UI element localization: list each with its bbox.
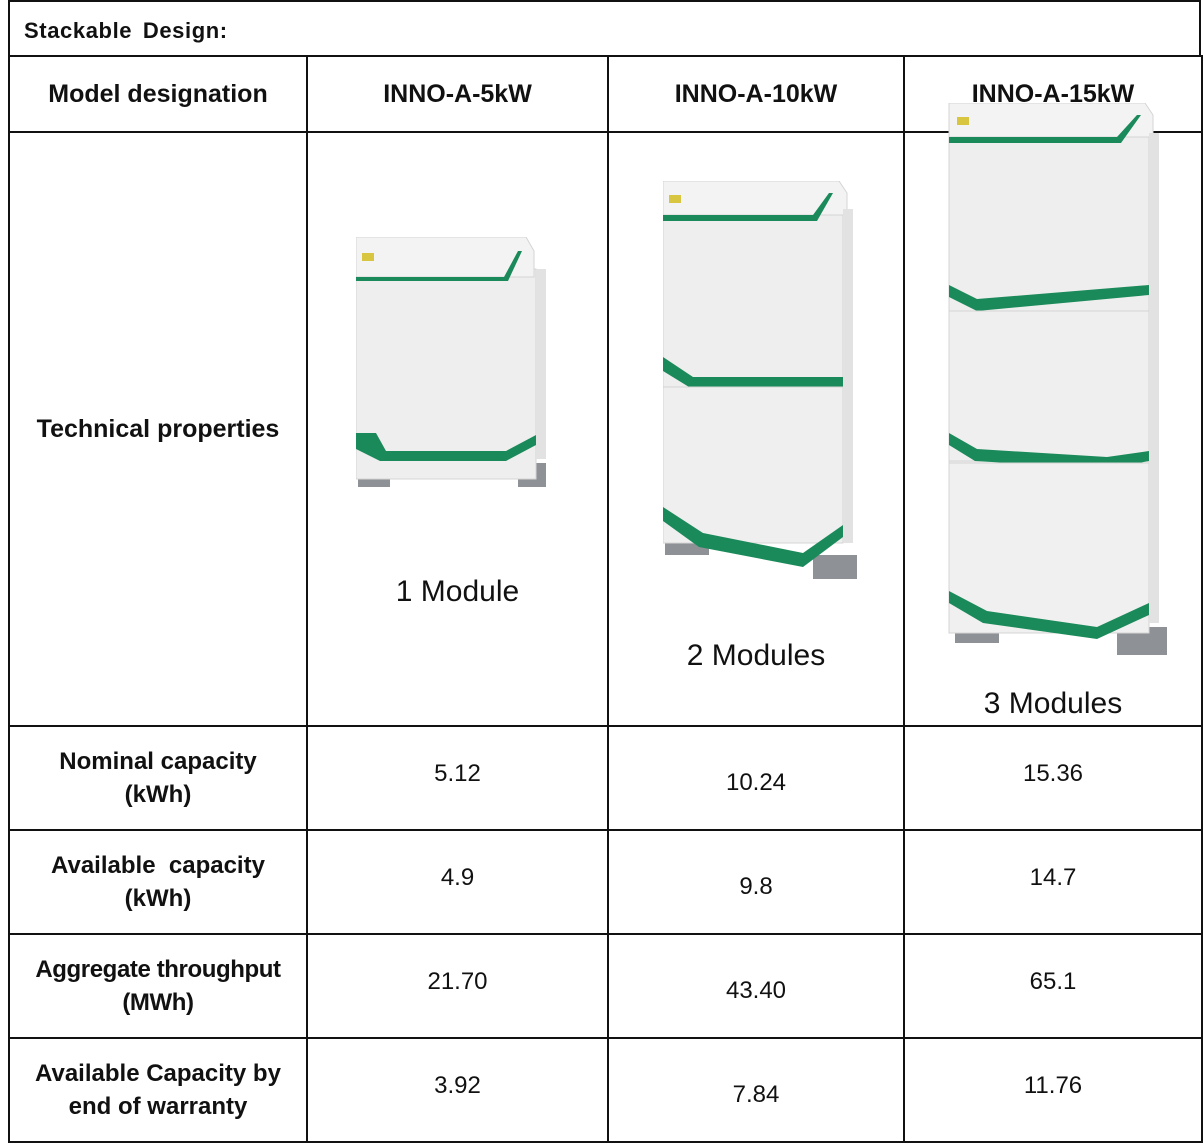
row-label: Aggregate throughput (MWh) [8, 933, 308, 1039]
aggregate-throughput-row: Aggregate throughput (MWh) 21.70 43.40 65… [8, 933, 1203, 1039]
value-cell: 15.36 [903, 725, 1203, 831]
value-cell: 3.92 [306, 1037, 609, 1143]
battery-3-module-image [948, 103, 1167, 655]
value-cell: 10.24 [607, 725, 905, 831]
available-capacity-row: Available capacity (kWh) 4.9 9.8 14.7 [8, 829, 1203, 935]
end-of-warranty-capacity-row: Available Capacity by end of warranty 3.9… [8, 1037, 1203, 1143]
value-cell: 14.7 [903, 829, 1203, 935]
row-label-line: Aggregate throughput [35, 956, 281, 983]
value-cell: 5.12 [306, 725, 609, 831]
module-caption: 3 Modules [983, 687, 1123, 720]
value-cell: 4.9 [306, 829, 609, 935]
row-label-line: Available Capacity by [35, 1060, 281, 1087]
row-label-unit: end of warranty [68, 1093, 248, 1120]
technical-properties-label: Technical properties [8, 131, 308, 727]
module-caption: 2 Modules [686, 639, 826, 672]
technical-properties-row: Technical properties 1 Module [8, 103, 1203, 727]
model-designation-label: Model designation [8, 55, 308, 133]
battery-2-module-image [663, 181, 857, 579]
product-image-cell: 1 Module [306, 131, 609, 727]
value-cell: 9.8 [607, 829, 905, 935]
model-name: INNO-A-10kW [607, 55, 905, 133]
row-label: Available Capacity by end of warranty [8, 1037, 308, 1143]
row-label-line: Nominal capacity [59, 748, 257, 775]
value-cell: 65.1 [903, 933, 1203, 1039]
module-caption: 1 Module [395, 575, 520, 608]
nominal-capacity-row: Nominal capacity (kWh) 5.12 10.24 15.36 [8, 725, 1203, 831]
row-label: Nominal capacity (kWh) [8, 725, 308, 831]
product-image-cell: 2 Modules [607, 131, 905, 727]
section-title: Stackable Design: [8, 0, 1201, 55]
spec-table: Model designation INNO-A-5kW INNO-A-10kW… [8, 55, 1203, 1143]
value-cell: 21.70 [306, 933, 609, 1039]
value-cell: 11.76 [903, 1037, 1203, 1143]
value-cell: 7.84 [607, 1037, 905, 1143]
row-label-unit: (kWh) [124, 885, 192, 912]
value-cell: 43.40 [607, 933, 905, 1039]
row-label-line: Available capacity [51, 852, 265, 879]
battery-1-module-image [356, 237, 546, 487]
product-image-cell: 3 Modules [903, 103, 1203, 727]
row-label-unit: (MWh) [122, 989, 194, 1016]
row-label-unit: (kWh) [124, 781, 192, 808]
row-label: Available capacity (kWh) [8, 829, 308, 935]
model-name: INNO-A-5kW [306, 55, 609, 133]
